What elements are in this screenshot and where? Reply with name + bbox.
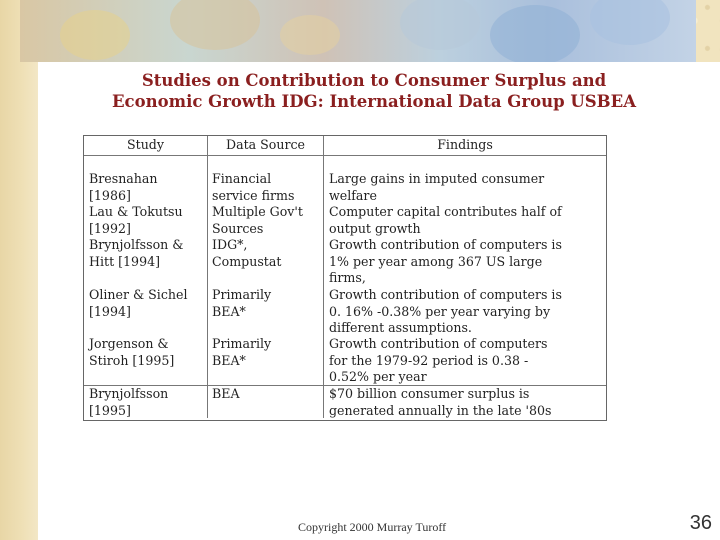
background-strip (0, 0, 38, 540)
table-cell-source: Primarily BEA* (212, 287, 272, 319)
table-cell-source: Financial service firms (212, 171, 295, 203)
row-divider (84, 385, 606, 386)
table-cell-findings: Large gains in imputed consumer welfare (329, 171, 545, 203)
table-cell-study: Brynjolfsson [1995] (89, 386, 169, 418)
table-cell-source: Multiple Gov't Sources (212, 204, 303, 236)
column-divider (323, 136, 324, 418)
table-cell-findings: Growth contribution of computers for the… (329, 336, 548, 385)
header-findings: Findings (437, 137, 493, 152)
table-cell-findings: Growth contribution of computers is 0. 1… (329, 287, 562, 336)
table-cell-study: Lau & Tokutsu [1992] (89, 204, 183, 236)
table-cell-study: Jorgenson & Stiroh [1995] (89, 336, 175, 368)
table-cell-source: Primarily BEA* (212, 336, 272, 368)
table-cell-study: Brynjolfsson & Hitt [1994] (89, 237, 184, 269)
copyright-footer: Copyright 2000 Murray Turoff (298, 520, 447, 534)
page-number: 36 (689, 512, 712, 534)
studies-table: Study Data Source Findings Bresnahan [19… (83, 135, 607, 421)
table-cell-study: Oliner & Sichel [1994] (89, 287, 188, 319)
header-study: Study (127, 137, 164, 152)
column-divider (207, 136, 208, 418)
slide-title-line2: Economic Growth IDG: International Data … (111, 92, 637, 111)
table-cell-findings: Growth contribution of computers is 1% p… (329, 237, 562, 286)
table-cell-source: IDG*, Compustat (212, 237, 282, 269)
table-cell-study: Bresnahan [1986] (89, 171, 158, 203)
row-divider (84, 155, 606, 156)
table-cell-findings: Computer capital contributes half of out… (329, 204, 562, 236)
header-data-source: Data Source (225, 137, 306, 152)
table-cell-source: BEA (212, 386, 240, 401)
slide-title-line1: Studies on Contribution to Consumer Surp… (141, 71, 607, 90)
decorative-floral-banner (20, 0, 696, 62)
table-cell-findings: $70 billion consumer surplus is generate… (329, 386, 552, 418)
slide-title: Studies on Contribution to Consumer Surp… (38, 70, 710, 112)
